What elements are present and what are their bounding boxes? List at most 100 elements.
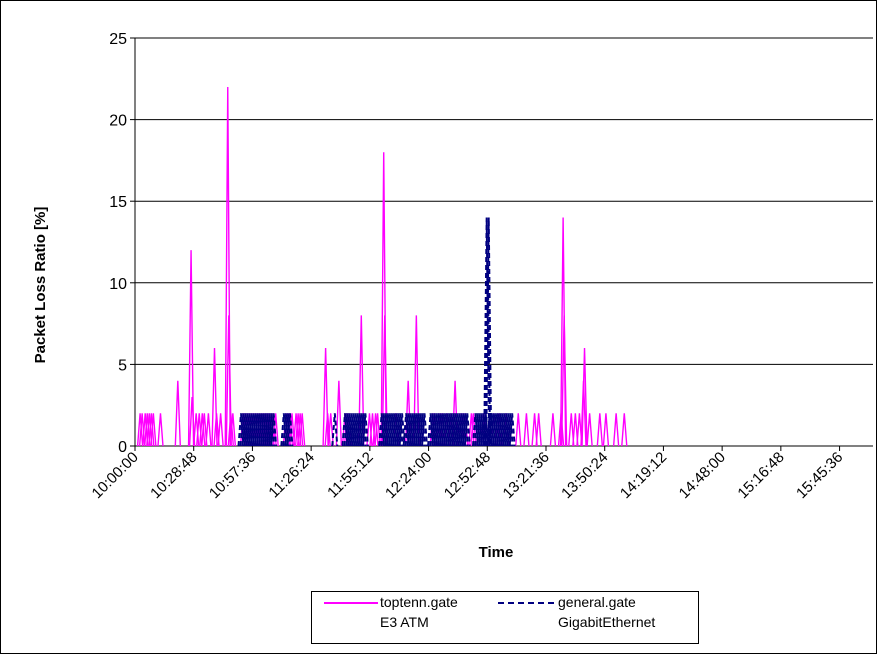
data-spike <box>266 413 274 447</box>
data-spike <box>451 413 459 447</box>
data-spike <box>257 413 265 447</box>
data-spike <box>416 413 424 447</box>
data-spike <box>581 348 588 447</box>
data-spike <box>146 413 153 447</box>
data-spike <box>372 413 379 447</box>
data-spike <box>408 413 416 447</box>
data-spike <box>241 413 249 447</box>
data-spike <box>355 413 363 447</box>
x-tick-label: 11:26:24 <box>265 449 318 502</box>
data-spike <box>141 413 149 447</box>
x-tick-label: 15:45:36 <box>793 449 846 502</box>
x-tick-label: 12:24:00 <box>382 449 435 502</box>
x-axis-label: Time <box>479 544 514 561</box>
data-spike <box>144 413 151 447</box>
data-spike <box>157 413 164 447</box>
data-spike <box>227 413 235 447</box>
data-spike <box>381 315 388 447</box>
data-spike <box>249 413 257 447</box>
series-general-gate <box>237 217 516 447</box>
data-spike <box>188 397 196 447</box>
legend-swatch-toptenn <box>324 602 378 604</box>
data-spike <box>247 413 255 447</box>
data-spike <box>485 217 493 447</box>
data-spike <box>498 413 506 447</box>
x-tick-labels: 10:00:00 10:28:48 10:57:36 11:26:24 11:55:12… <box>89 446 846 502</box>
data-spike <box>410 413 418 447</box>
x-tick-label: 10:28:48 <box>147 449 200 502</box>
data-spike <box>476 413 484 447</box>
data-spike <box>280 413 288 447</box>
data-spike <box>506 413 514 447</box>
y-tick-label: 20 <box>109 113 127 130</box>
data-spike <box>471 413 479 447</box>
data-spike <box>382 413 390 447</box>
data-spike <box>264 413 272 447</box>
data-spike <box>239 413 247 447</box>
data-spike <box>612 413 620 447</box>
data-spike <box>292 413 300 447</box>
data-spike <box>270 413 278 447</box>
data-spike <box>602 413 610 447</box>
data-spike <box>418 413 426 447</box>
data-spike <box>437 413 445 447</box>
data-spike <box>201 413 208 447</box>
data-spike <box>359 413 367 447</box>
series-layer <box>136 86 628 447</box>
data-spike <box>568 413 575 447</box>
data-spike <box>621 413 628 447</box>
data-spike <box>508 413 516 447</box>
data-spike <box>253 413 261 447</box>
data-spike <box>490 413 498 447</box>
legend-label-general-line2: GigabitEthernet <box>558 614 656 630</box>
data-spike <box>441 413 449 447</box>
data-spike <box>531 413 538 447</box>
data-spike <box>459 413 467 447</box>
y-tick-labels: 0 5 10 15 20 25 <box>109 31 135 456</box>
data-spike <box>390 413 398 447</box>
data-spike <box>560 315 568 447</box>
data-spike <box>439 413 447 447</box>
x-tick-label: 12:52:48 <box>441 449 494 502</box>
data-spike <box>225 315 232 447</box>
data-spike <box>431 413 439 447</box>
data-spike <box>341 413 349 447</box>
data-spike <box>412 413 420 447</box>
legend-label-toptenn-line2: E3 ATM <box>380 614 429 630</box>
x-tick-label: 13:50:24 <box>558 449 611 502</box>
y-tick-label: 15 <box>109 194 127 211</box>
data-spike <box>392 413 400 447</box>
data-spike <box>455 413 463 447</box>
y-tick-label: 0 <box>118 439 127 456</box>
data-spike <box>488 413 496 447</box>
data-spike <box>335 380 343 447</box>
data-spike <box>229 413 237 447</box>
data-spike <box>398 413 406 447</box>
data-spike <box>523 413 530 447</box>
plot-area <box>134 38 873 447</box>
data-spike <box>199 413 206 447</box>
data-spike <box>380 413 388 447</box>
data-spike <box>404 413 412 447</box>
data-spike <box>396 413 404 447</box>
y-tick-label: 25 <box>109 31 127 48</box>
data-spike <box>445 413 453 447</box>
data-spike <box>478 413 486 447</box>
data-spike <box>486 413 494 447</box>
data-spike <box>447 413 455 447</box>
data-spike <box>388 413 396 447</box>
data-spike <box>345 413 353 447</box>
y-tick-label: 5 <box>118 357 127 374</box>
data-spike <box>282 413 290 447</box>
data-spike <box>351 413 359 447</box>
data-spike <box>261 413 269 447</box>
data-spike <box>286 413 294 447</box>
data-spike <box>187 250 195 447</box>
data-spike <box>298 413 306 447</box>
packet-loss-chart: 0 5 10 15 20 25 10:00:00 10:28:48 10:57:36 11:26… <box>32 31 873 561</box>
data-spike <box>136 413 144 447</box>
data-spike <box>243 413 251 447</box>
data-spike <box>429 413 437 447</box>
data-spike <box>494 413 502 447</box>
